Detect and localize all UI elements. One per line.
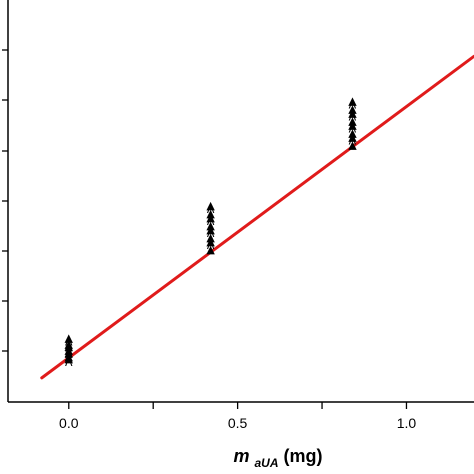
x-axis-title-subscript: aUA: [255, 456, 279, 470]
x-tick-label-0: 0.0: [59, 415, 79, 431]
data-point: ▲: [348, 139, 357, 152]
plot-frame: [7, 0, 474, 403]
x-axis-tick-labels: 0.0 0.5 1.0: [59, 415, 416, 431]
data-point: ▲: [206, 231, 215, 244]
x-tick-label-1: 0.5: [228, 415, 248, 431]
data-point: Λ: [65, 336, 73, 349]
x-axis-title-unit: (mg): [284, 446, 323, 466]
data-point: Λ: [207, 215, 215, 228]
data-point: ▲: [65, 352, 74, 365]
data-point: ▲: [348, 95, 357, 108]
data-point: ▲: [348, 115, 357, 128]
fit-line: [40, 54, 474, 380]
data-point: ▲: [206, 223, 215, 236]
data-point: ▲: [65, 346, 74, 359]
data-point: Λ: [65, 342, 73, 355]
data-point: Λ: [349, 111, 357, 124]
data-point: ▲: [206, 207, 215, 220]
data-points: Λ▲▲Λ▲▲Λ▲▲Λ▲▲Λ▲▲Λ▲▲Λ▲▲Λ▲▲Λ▲▲Λ▲▲Λ▲▲Λ▲: [65, 95, 358, 369]
x-tick-label-2: 1.0: [397, 415, 417, 431]
data-point: ▲: [206, 243, 215, 256]
data-point: Λ: [349, 135, 357, 148]
data-point: ▲: [348, 107, 357, 120]
y-axis-ticks: [2, 49, 8, 352]
data-point: ▲: [65, 338, 74, 351]
data-point: Λ: [207, 239, 215, 252]
data-point: ▲: [65, 340, 74, 353]
data-point: Λ: [349, 99, 357, 112]
data-point: ▲: [65, 350, 74, 363]
data-point: ▲: [206, 211, 215, 224]
data-point: ▲: [348, 119, 357, 132]
data-point: Λ: [65, 356, 73, 369]
data-point: ▲: [65, 344, 74, 357]
data-point: Λ: [207, 227, 215, 240]
data-point: ▲: [206, 235, 215, 248]
data-point: ▲: [206, 219, 215, 232]
fit-line-layer: [40, 54, 474, 380]
data-point: Λ: [349, 123, 357, 136]
x-axis-title-main: m: [233, 446, 249, 466]
data-point: ▲: [348, 103, 357, 116]
data-point: ▲: [348, 131, 357, 144]
data-point: ▲: [206, 199, 215, 212]
data-point: Λ: [65, 348, 73, 361]
data-point: Λ: [207, 203, 215, 216]
x-axis-title: m aUA (mg): [233, 446, 322, 471]
data-point: ▲: [348, 127, 357, 140]
data-point: ▲: [65, 332, 74, 345]
x-axis-ticks: [68, 402, 408, 409]
